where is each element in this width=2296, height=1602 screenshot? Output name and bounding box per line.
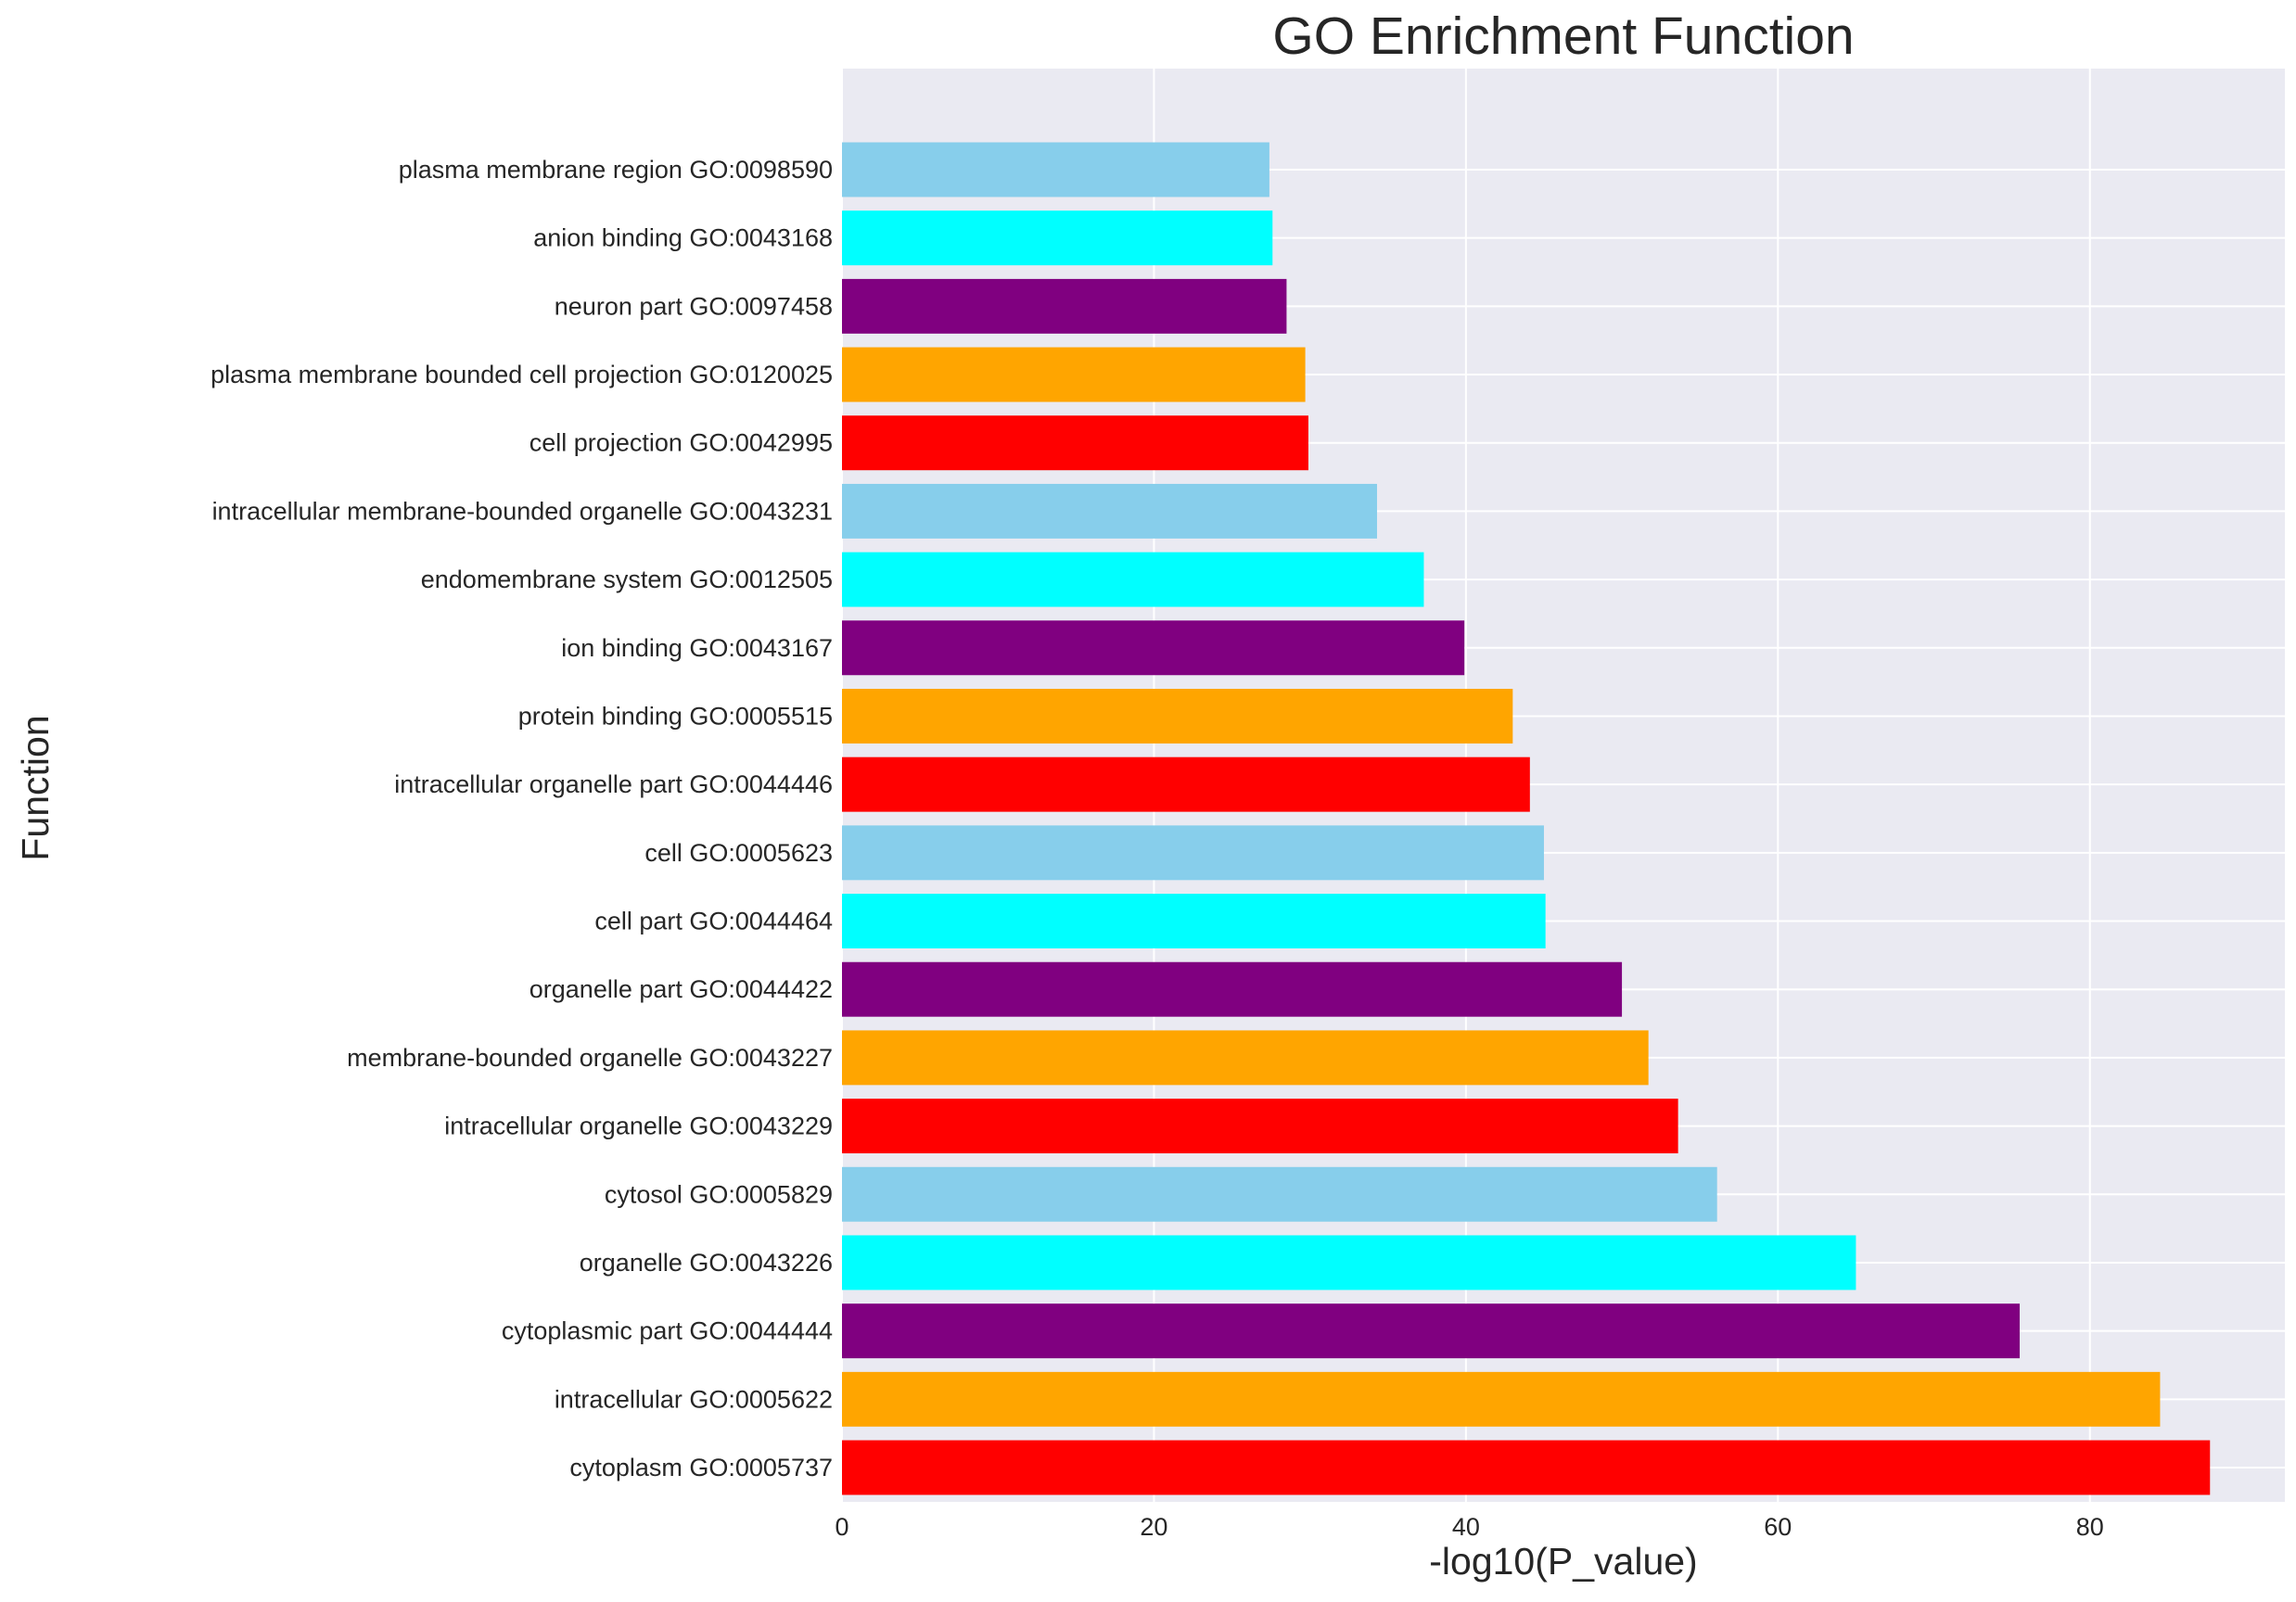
y-axis-label: Function [14, 715, 57, 860]
bar [842, 1099, 1678, 1154]
x-tick-label: 0 [835, 1513, 848, 1541]
bar [842, 1030, 1649, 1086]
category-label: cytosol GO:0005829 [605, 1180, 833, 1208]
bar [842, 620, 1465, 676]
category-label: plasma membrane region GO:0098590 [399, 156, 833, 184]
category-label: organelle GO:0043226 [580, 1249, 833, 1277]
x-axis-label: -log10(P_value) [1429, 1540, 1697, 1583]
x-tick-labels: 0 20 40 60 80 [835, 1513, 2103, 1541]
x-tick-label: 80 [2076, 1513, 2104, 1541]
category-label: intracellular GO:0005622 [555, 1385, 833, 1413]
category-label: anion binding GO:0043168 [533, 224, 833, 252]
bar [842, 756, 1530, 812]
bar [842, 1440, 2211, 1495]
category-label: cytoplasm GO:0005737 [569, 1454, 833, 1481]
bar [842, 483, 1377, 539]
category-label: intracellular membrane-bounded organelle… [212, 497, 833, 525]
x-tick-label: 20 [1140, 1513, 1167, 1541]
bar [842, 689, 1513, 744]
category-label: plasma membrane bounded cell projection … [210, 361, 833, 388]
category-label: ion binding GO:0043167 [561, 634, 833, 662]
category-label: cell projection GO:0042995 [529, 429, 833, 457]
category-label: cell part GO:0044464 [594, 908, 833, 935]
category-label: intracellular organelle part GO:0044446 [394, 770, 833, 798]
category-label: protein binding GO:0005515 [518, 702, 833, 730]
x-tick-label: 60 [1764, 1513, 1792, 1541]
bar [842, 552, 1424, 607]
bar [842, 415, 1308, 471]
category-label: cytoplasmic part GO:0044444 [502, 1317, 833, 1345]
bar [842, 825, 1544, 881]
bars [842, 142, 2211, 1495]
category-label: endomembrane system GO:0012505 [421, 566, 833, 593]
x-tick-label: 40 [1452, 1513, 1480, 1541]
category-label: neuron part GO:0097458 [555, 292, 833, 320]
bar [842, 961, 1623, 1017]
bar [842, 1371, 2161, 1427]
category-label: organelle part GO:0044422 [529, 975, 833, 1003]
bar [842, 1303, 2021, 1359]
category-label: intracellular organelle GO:0043229 [444, 1112, 833, 1140]
bar [842, 278, 1287, 334]
bar [842, 1235, 1856, 1290]
chart-title: GO Enrichment Function [1272, 6, 1854, 66]
category-label: cell GO:0005623 [644, 839, 833, 867]
bar [842, 142, 1269, 197]
bar [842, 347, 1306, 402]
bar [842, 894, 1546, 948]
category-label: membrane-bounded organelle GO:0043227 [347, 1044, 833, 1072]
category-labels: cytoplasm GO:0005737 intracellular GO:000… [210, 156, 833, 1481]
bar [842, 1166, 1717, 1222]
bar [842, 210, 1273, 266]
